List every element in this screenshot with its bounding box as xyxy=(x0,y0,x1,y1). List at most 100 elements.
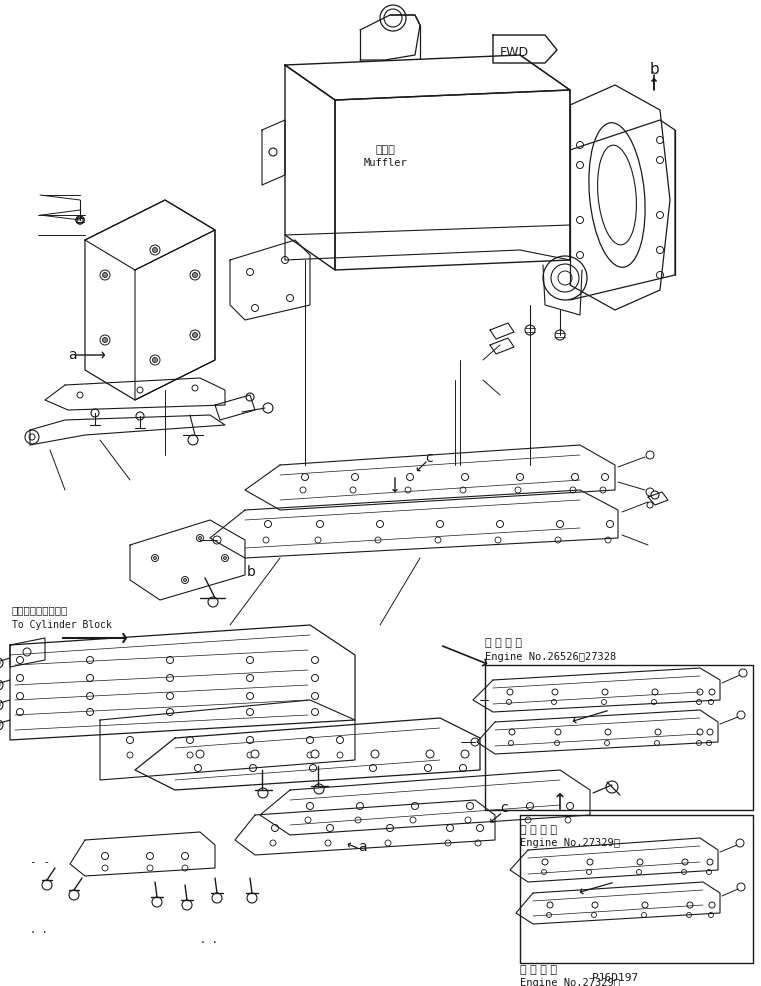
Circle shape xyxy=(337,752,343,758)
Circle shape xyxy=(604,740,610,745)
Circle shape xyxy=(258,788,268,798)
Circle shape xyxy=(87,674,94,681)
Circle shape xyxy=(437,521,444,528)
Circle shape xyxy=(307,752,313,758)
Circle shape xyxy=(460,764,466,771)
Circle shape xyxy=(657,246,664,253)
Circle shape xyxy=(460,487,466,493)
Circle shape xyxy=(182,865,188,871)
Text: FWD: FWD xyxy=(500,45,529,58)
Circle shape xyxy=(305,817,311,823)
Text: . .: . . xyxy=(200,935,218,945)
Circle shape xyxy=(577,251,584,258)
Circle shape xyxy=(577,142,584,149)
Circle shape xyxy=(600,487,606,493)
Circle shape xyxy=(566,803,574,810)
Circle shape xyxy=(696,699,702,705)
Circle shape xyxy=(269,148,277,156)
Circle shape xyxy=(270,840,276,846)
Circle shape xyxy=(193,332,198,337)
Circle shape xyxy=(682,870,686,875)
Circle shape xyxy=(412,803,419,810)
Circle shape xyxy=(151,554,158,561)
Circle shape xyxy=(77,392,83,398)
Circle shape xyxy=(77,217,83,223)
Circle shape xyxy=(167,674,174,681)
Circle shape xyxy=(709,902,715,908)
Circle shape xyxy=(654,740,660,745)
Circle shape xyxy=(587,859,593,865)
Circle shape xyxy=(250,764,256,771)
Circle shape xyxy=(657,212,664,219)
Circle shape xyxy=(167,657,174,664)
Text: a: a xyxy=(68,348,77,362)
Circle shape xyxy=(707,859,713,865)
Circle shape xyxy=(425,764,431,771)
Circle shape xyxy=(570,487,576,493)
Circle shape xyxy=(410,817,416,823)
Circle shape xyxy=(154,556,157,559)
Circle shape xyxy=(325,840,331,846)
Text: c: c xyxy=(425,451,432,465)
Circle shape xyxy=(0,720,3,730)
Circle shape xyxy=(150,245,160,255)
Circle shape xyxy=(247,692,253,699)
Circle shape xyxy=(507,699,511,705)
Circle shape xyxy=(355,817,361,823)
Circle shape xyxy=(706,740,712,745)
Circle shape xyxy=(182,577,189,584)
Circle shape xyxy=(17,709,24,716)
Circle shape xyxy=(647,502,653,508)
Circle shape xyxy=(475,840,481,846)
Text: To Cylinder Block: To Cylinder Block xyxy=(12,620,112,630)
Circle shape xyxy=(29,434,35,440)
Circle shape xyxy=(591,912,597,918)
Circle shape xyxy=(199,536,202,539)
Circle shape xyxy=(697,729,703,735)
Circle shape xyxy=(251,305,259,312)
Circle shape xyxy=(707,729,713,735)
Circle shape xyxy=(426,750,434,758)
Circle shape xyxy=(103,272,107,277)
Circle shape xyxy=(247,752,253,758)
Circle shape xyxy=(17,692,24,699)
Circle shape xyxy=(147,865,153,871)
Circle shape xyxy=(565,817,571,823)
Ellipse shape xyxy=(597,145,636,245)
Circle shape xyxy=(543,256,587,300)
Circle shape xyxy=(406,473,413,480)
Circle shape xyxy=(605,729,611,735)
Text: 適 用 号 機: 適 用 号 機 xyxy=(485,638,522,648)
Circle shape xyxy=(300,487,306,493)
Circle shape xyxy=(100,270,110,280)
Circle shape xyxy=(606,781,618,793)
Circle shape xyxy=(651,699,657,705)
Circle shape xyxy=(87,692,94,699)
Circle shape xyxy=(577,162,584,169)
Circle shape xyxy=(435,537,441,543)
Circle shape xyxy=(542,870,546,875)
Circle shape xyxy=(515,487,521,493)
Circle shape xyxy=(509,729,515,735)
Circle shape xyxy=(525,817,531,823)
Circle shape xyxy=(542,859,548,865)
Text: シリンダブロックへ: シリンダブロックへ xyxy=(12,605,68,615)
Circle shape xyxy=(224,556,227,559)
Circle shape xyxy=(657,136,664,144)
Text: PJ6D197: PJ6D197 xyxy=(592,973,639,983)
Circle shape xyxy=(311,750,319,758)
Circle shape xyxy=(607,521,613,528)
Circle shape xyxy=(377,521,384,528)
Circle shape xyxy=(76,216,84,224)
Circle shape xyxy=(517,473,524,480)
Circle shape xyxy=(126,737,133,743)
Circle shape xyxy=(552,689,558,695)
Circle shape xyxy=(551,264,579,292)
Text: Engine No.27329～: Engine No.27329～ xyxy=(520,978,620,986)
Circle shape xyxy=(577,276,584,284)
Circle shape xyxy=(447,824,454,831)
Circle shape xyxy=(507,689,513,695)
Circle shape xyxy=(495,537,501,543)
Circle shape xyxy=(136,412,144,420)
Circle shape xyxy=(527,803,533,810)
